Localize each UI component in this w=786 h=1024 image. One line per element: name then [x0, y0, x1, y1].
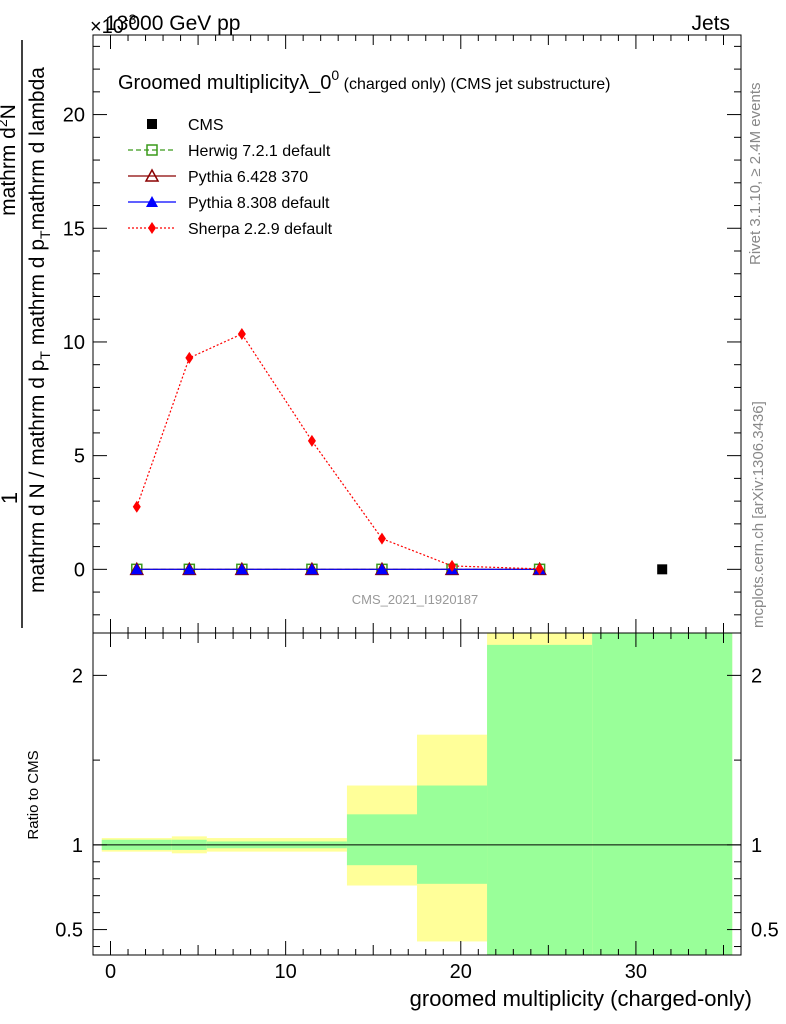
- series-line: [136, 333, 540, 570]
- y-tick-label: 5: [74, 446, 85, 468]
- data-point: [185, 351, 194, 364]
- data-point: [146, 196, 158, 207]
- legend-entry: Herwig 7.2.1 default: [128, 143, 331, 160]
- ratio-band-green: [346, 814, 417, 866]
- x-tick-label: 0: [105, 961, 116, 983]
- legend: CMS Herwig 7.2.1 default Pythia 6.428 370 P…: [128, 117, 333, 238]
- legend-label: Pythia 8.308 default: [188, 195, 330, 212]
- legend-entry: CMS: [147, 117, 224, 134]
- rivet-label: Rivet 3.1.10, ≥ 2.4M events: [747, 83, 764, 266]
- legend-label: Pythia 6.428 370: [188, 169, 308, 186]
- plot-title: Groomed multiplicityλ_00 (charged only) …: [118, 67, 610, 94]
- main-panel: 0 5 10 15 20 CMS_2021_I1920187 Groomed multi…: [63, 34, 742, 634]
- jets-label: Jets: [691, 12, 730, 35]
- data-point: [183, 563, 196, 575]
- data-point: [132, 500, 141, 513]
- mcplots-label: mcplots.cern.ch [arXiv:1306.3436]: [750, 401, 767, 628]
- ratio-bands: [101, 633, 733, 955]
- x-tick-label: 20: [450, 961, 472, 983]
- x-tick-label: 10: [275, 961, 297, 983]
- main-series-layer: [129, 328, 668, 576]
- ratio-frame: [92, 632, 742, 956]
- y-tick-label: 15: [63, 218, 85, 240]
- legend-label: Herwig 7.2.1 default: [188, 143, 331, 160]
- x-tick-label: 30: [625, 961, 647, 983]
- data-point: [307, 434, 316, 447]
- data-point: [237, 328, 246, 340]
- energy-label: 13000 GeV pp: [105, 12, 240, 35]
- y-title-numerator: mathrm d2N: [0, 104, 20, 216]
- legend-entry: Pythia 8.308 default: [128, 195, 330, 212]
- data-point: [235, 563, 248, 575]
- y-tick-label: 20: [63, 105, 85, 127]
- data-point: [146, 144, 158, 156]
- ratio-y-tick-label-right: 1: [751, 835, 762, 857]
- data-point: [535, 562, 544, 575]
- series-sherpa: [132, 328, 544, 575]
- data-point: [130, 563, 143, 575]
- data-point: [375, 563, 388, 575]
- main-y-axis-title: 1 mathrm d N / mathrm d pT mathrm d pTma…: [0, 40, 53, 628]
- ratio-y-tick-label: 1: [72, 835, 83, 857]
- legend-entry: Pythia 6.428 370: [128, 168, 308, 186]
- x-axis-title: groomed multiplicity (charged-only): [410, 986, 752, 1011]
- series-cms: [657, 564, 668, 575]
- main-x-ticks: [110, 35, 724, 633]
- data-point: [657, 564, 668, 575]
- data-point: [305, 563, 318, 575]
- main-y-ticks: 0 5 10 15 20: [63, 45, 741, 616]
- legend-label: CMS: [188, 117, 224, 134]
- ratio-y-tick-label: 2: [72, 665, 83, 687]
- data-point: [148, 222, 156, 234]
- y-tick-label: 0: [74, 559, 85, 581]
- ratio-band-green: [592, 633, 733, 955]
- legend-entry: Sherpa 2.2.9 default: [128, 221, 333, 238]
- legend-label: Sherpa 2.2.9 default: [188, 221, 333, 238]
- ratio-y-tick-label: 0.5: [55, 920, 83, 942]
- ratio-ticks: 0 10 20 30 0.5 0.5 1 1 2 2: [55, 633, 779, 983]
- analysis-watermark: CMS_2021_I1920187: [352, 592, 479, 607]
- y-tick-label: 10: [63, 332, 85, 354]
- data-point: [147, 119, 157, 129]
- y-title-denominator: mathrm d N / mathrm d pT mathrm d pTmath…: [26, 67, 53, 593]
- ratio-y-title: Ratio to CMS: [25, 750, 42, 839]
- y-title-one: 1: [0, 492, 22, 504]
- ratio-y-tick-label-right: 2: [751, 665, 762, 687]
- ratio-band-green: [487, 644, 593, 955]
- data-point: [377, 532, 386, 545]
- data-point: [448, 559, 457, 572]
- ratio-band-green: [417, 785, 488, 884]
- ratio-panel: 0 10 20 30 0.5 0.5 1 1 2 2: [55, 632, 779, 983]
- data-point: [144, 168, 160, 182]
- ratio-y-tick-label-right: 0.5: [751, 920, 779, 942]
